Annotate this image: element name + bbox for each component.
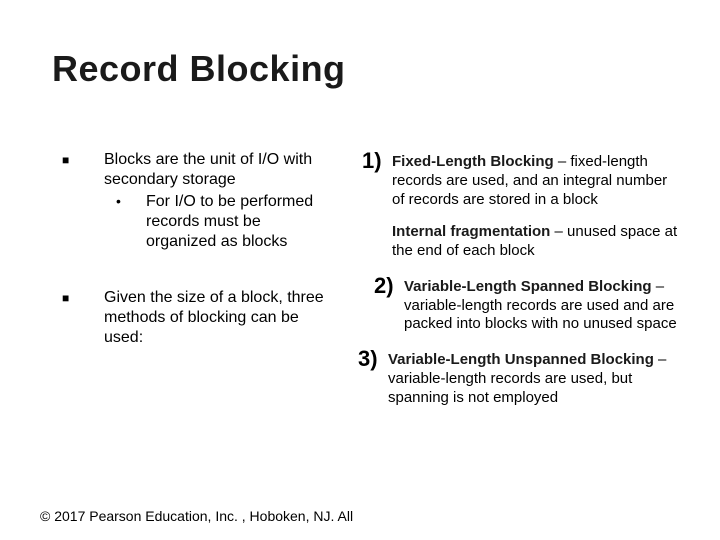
bullet-item-1: ■ Blocks are the unit of I/O with second…: [62, 150, 332, 252]
slide-title: Record Blocking: [52, 48, 346, 90]
numbered-item-3: 3) Variable-Length Unspanned Blocking – …: [358, 348, 680, 407]
number-marker: 1): [362, 150, 392, 209]
numbered-body: Fixed-Length Blocking – fixed-length rec…: [392, 150, 680, 209]
dot-bullet-icon: •: [116, 192, 146, 252]
number-marker: 2): [374, 275, 404, 334]
square-bullet-icon: ■: [62, 288, 104, 348]
term-bold: Internal fragmentation: [392, 223, 550, 240]
square-bullet-icon: ■: [62, 150, 104, 252]
bullet-text: Blocks are the unit of I/O with secondar…: [104, 151, 312, 188]
right-column: 1) Fixed-Length Blocking – fixed-length …: [352, 150, 720, 421]
numbered-item-2: 2) Variable-Length Spanned Blocking – va…: [374, 275, 680, 334]
term-bold: Variable-Length Spanned Blocking: [404, 278, 652, 295]
fragmentation-note: Internal fragmentation – unused space at…: [392, 223, 680, 261]
copyright-footer: © 2017 Pearson Education, Inc. , Hoboken…: [40, 508, 353, 524]
bullet-item-2: ■ Given the size of a block, three metho…: [62, 288, 332, 348]
left-column: ■ Blocks are the unit of I/O with second…: [0, 150, 352, 421]
bullet-body: Blocks are the unit of I/O with secondar…: [104, 150, 332, 252]
term-bold: Fixed-Length Blocking: [392, 153, 554, 170]
numbered-body: Variable-Length Unspanned Blocking – var…: [388, 348, 680, 407]
term-bold: Variable-Length Unspanned Blocking: [388, 351, 654, 368]
bullet-text: Given the size of a block, three methods…: [104, 288, 332, 348]
sub-bullet-text: For I/O to be performed records must be …: [146, 192, 332, 252]
numbered-item-1: 1) Fixed-Length Blocking – fixed-length …: [362, 150, 680, 209]
content-area: ■ Blocks are the unit of I/O with second…: [0, 150, 720, 421]
sub-bullet-item: • For I/O to be performed records must b…: [104, 192, 332, 252]
numbered-body: Variable-Length Spanned Blocking – varia…: [404, 275, 680, 334]
number-marker: 3): [358, 348, 388, 407]
